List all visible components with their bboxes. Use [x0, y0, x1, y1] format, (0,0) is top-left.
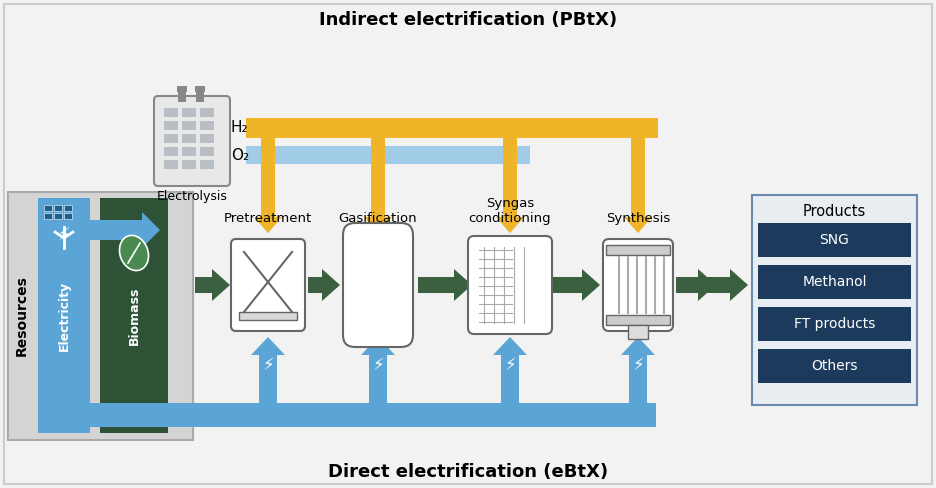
Ellipse shape: [120, 235, 149, 270]
Text: ⚡: ⚡: [632, 356, 644, 374]
Bar: [758, 265, 911, 299]
Polygon shape: [678, 269, 716, 301]
Bar: [200, 108, 214, 117]
Text: H₂: H₂: [231, 121, 249, 136]
Text: ⚡: ⚡: [58, 227, 70, 245]
Text: Resources: Resources: [15, 276, 29, 356]
Bar: [54, 205, 62, 211]
Bar: [200, 147, 214, 156]
Bar: [177, 86, 187, 92]
Bar: [164, 160, 178, 169]
Polygon shape: [90, 212, 160, 248]
Polygon shape: [418, 269, 472, 301]
Bar: [246, 146, 530, 164]
Polygon shape: [676, 269, 748, 301]
Polygon shape: [498, 164, 522, 233]
Text: ⚡: ⚡: [505, 356, 516, 374]
Bar: [182, 134, 196, 143]
Bar: [628, 325, 648, 339]
Bar: [182, 108, 196, 117]
Bar: [164, 121, 178, 130]
Text: Direct electrification (eBtX): Direct electrification (eBtX): [328, 463, 608, 481]
Bar: [196, 90, 204, 102]
Text: SNG: SNG: [820, 233, 850, 247]
FancyBboxPatch shape: [231, 239, 305, 331]
Text: Pretreatment: Pretreatment: [224, 212, 312, 225]
Bar: [239, 312, 297, 320]
Text: Synthesis: Synthesis: [606, 212, 670, 225]
Bar: [8, 192, 193, 440]
Text: Electricity: Electricity: [57, 281, 70, 350]
Bar: [606, 315, 670, 325]
Text: Electrolysis: Electrolysis: [156, 190, 227, 203]
Polygon shape: [550, 269, 600, 301]
Bar: [64, 205, 72, 211]
Polygon shape: [496, 138, 524, 233]
Text: Products: Products: [803, 203, 866, 219]
Bar: [164, 134, 178, 143]
Bar: [64, 403, 656, 427]
Text: Biomass: Biomass: [127, 286, 140, 345]
Bar: [44, 213, 52, 219]
Text: Others: Others: [812, 359, 857, 373]
Bar: [164, 147, 178, 156]
Bar: [38, 198, 90, 433]
Bar: [200, 134, 214, 143]
Bar: [200, 160, 214, 169]
Polygon shape: [254, 138, 282, 233]
Polygon shape: [308, 269, 340, 301]
Bar: [758, 349, 911, 383]
Bar: [752, 195, 917, 405]
Bar: [182, 121, 196, 130]
Text: FT products: FT products: [794, 317, 875, 331]
Polygon shape: [195, 269, 230, 301]
FancyBboxPatch shape: [468, 236, 552, 334]
Polygon shape: [251, 337, 285, 403]
Text: Indirect electrification (PBtX): Indirect electrification (PBtX): [319, 11, 617, 29]
Bar: [64, 213, 72, 219]
Bar: [178, 90, 186, 102]
Text: O₂: O₂: [231, 147, 249, 163]
Bar: [182, 147, 196, 156]
Polygon shape: [493, 337, 527, 403]
Bar: [164, 108, 178, 117]
Text: Syngas
conditioning: Syngas conditioning: [469, 197, 551, 225]
Bar: [182, 160, 196, 169]
Text: ⚡: ⚡: [262, 356, 274, 374]
Text: Methanol: Methanol: [802, 275, 867, 289]
Bar: [54, 213, 62, 219]
Bar: [606, 245, 670, 255]
Text: Gasification: Gasification: [339, 212, 417, 225]
Bar: [195, 86, 205, 92]
Polygon shape: [256, 164, 281, 233]
Bar: [52, 415, 76, 433]
Bar: [478, 246, 518, 324]
Polygon shape: [364, 138, 392, 233]
Polygon shape: [365, 164, 390, 233]
FancyBboxPatch shape: [603, 239, 673, 331]
Bar: [200, 121, 214, 130]
Polygon shape: [624, 138, 652, 233]
Bar: [246, 118, 658, 138]
Polygon shape: [621, 337, 655, 403]
Bar: [100, 198, 168, 433]
Bar: [758, 307, 911, 341]
FancyBboxPatch shape: [343, 223, 413, 347]
Bar: [44, 205, 52, 211]
Polygon shape: [361, 337, 395, 403]
FancyBboxPatch shape: [154, 96, 230, 186]
Bar: [758, 223, 911, 257]
Text: ⚡: ⚡: [373, 356, 384, 374]
